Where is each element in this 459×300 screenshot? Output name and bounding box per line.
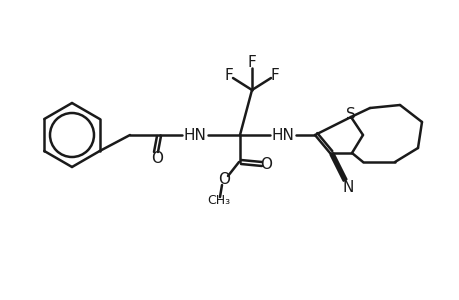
Text: CH₃: CH₃ — [207, 194, 230, 208]
Text: O: O — [151, 151, 162, 166]
Text: F: F — [270, 68, 279, 82]
Text: N: N — [341, 181, 353, 196]
Text: HN: HN — [271, 128, 294, 142]
Text: HN: HN — [183, 128, 206, 142]
Text: S: S — [345, 106, 355, 122]
Text: F: F — [224, 68, 233, 82]
Text: F: F — [247, 55, 256, 70]
Text: O: O — [259, 157, 271, 172]
Text: O: O — [218, 172, 230, 188]
